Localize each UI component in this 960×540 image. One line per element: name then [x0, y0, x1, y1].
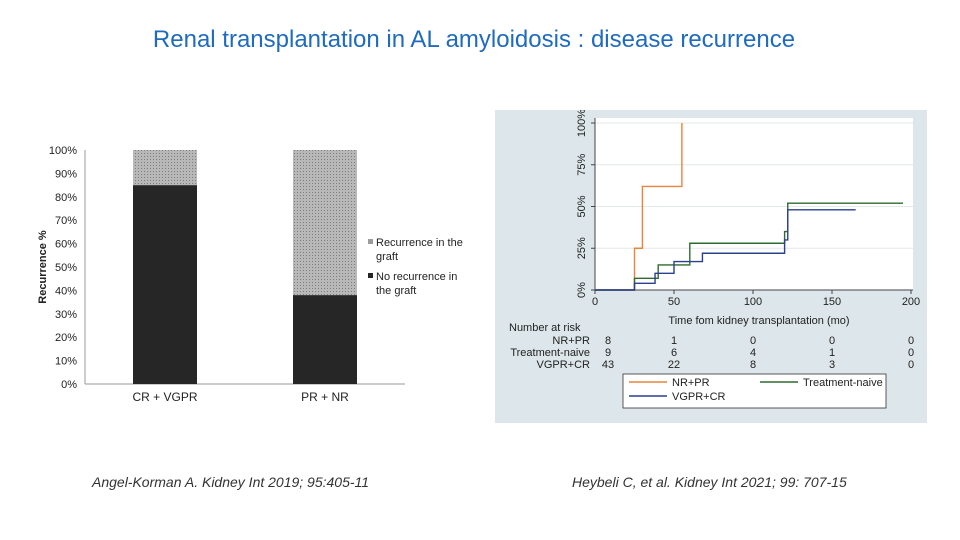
bar-x-tick-label: CR + VGPR [132, 390, 197, 404]
risk-table-value: 0 [908, 347, 914, 359]
km-legend-box [622, 373, 887, 409]
km-series-line [595, 209, 856, 291]
legend-label: VGPR+CR [672, 391, 726, 403]
km-x-axis-label: Time fom kidney transplantation (mo) [668, 315, 849, 327]
risk-table-value: 4 [750, 347, 756, 359]
risk-table-value: 0 [750, 335, 756, 347]
km-x-tick-label: 200 [902, 296, 920, 308]
bar-y-tick-label: 60% [55, 239, 77, 251]
risk-table-label: Treatment-naive [510, 347, 590, 359]
bar-y-tick-label: 40% [55, 285, 77, 297]
risk-table-value: 0 [908, 335, 914, 347]
risk-table-value: 3 [829, 359, 835, 371]
risk-table-value: 22 [668, 359, 680, 371]
bar-segment [133, 185, 197, 384]
slide-title: Renal transplantation in AL amyloidosis … [152, 26, 796, 53]
kaplan-meier-chart: 0%25%50%75%100%0 50 100 150 200 Time fom kid… [495, 110, 927, 423]
risk-table-value: 6 [671, 347, 677, 359]
legend-swatch [368, 273, 373, 278]
bar-y-tick-label: 10% [55, 356, 77, 368]
legend-label: NR+PR [672, 377, 710, 389]
bar-y-tick-label: 80% [55, 192, 77, 204]
bar-segment [133, 150, 197, 186]
risk-table-value: 0 [908, 359, 914, 371]
bar-x-tick-label: PR + NR [301, 390, 349, 404]
risk-table-value: 8 [605, 335, 611, 347]
km-y-tick-label: 0% [576, 282, 588, 298]
risk-table-value: 43 [602, 359, 614, 371]
risk-table-value: 1 [671, 335, 677, 347]
km-y-tick-label: 75% [576, 154, 588, 176]
km-x-tick-label: 100 [744, 296, 762, 308]
bar-y-tick-label: 50% [55, 262, 77, 274]
km-x-tick-label: 150 [823, 296, 841, 308]
km-plot-area [595, 118, 913, 290]
bar-y-tick-label: 100% [49, 145, 77, 157]
km-y-tick-label: 25% [576, 237, 588, 259]
bar-segment [293, 295, 357, 384]
citation-right: Heybeli C, et al. Kidney Int 2021; 99: 7… [572, 474, 847, 490]
bar-y-tick-label: 0% [61, 379, 77, 391]
legend-label: graft [376, 251, 398, 263]
legend-label: Recurrence in the [376, 237, 463, 249]
bar-y-tick-label: 30% [55, 309, 77, 321]
legend-label: No recurrence in [376, 271, 457, 283]
risk-table-label: NR+PR [552, 335, 590, 347]
legend-label: Treatment-naive [803, 377, 883, 389]
bar-segment [293, 150, 357, 296]
km-y-tick-label: 50% [576, 195, 588, 217]
bar-y-tick-label: 90% [55, 168, 77, 180]
bar-y-tick-label: 20% [55, 332, 77, 344]
bar-y-tick-label: 70% [55, 215, 77, 227]
legend-swatch [368, 239, 373, 244]
risk-table-label: VGPR+CR [537, 359, 591, 371]
risk-table-header: Number at risk [509, 322, 581, 334]
risk-table-value: 8 [750, 359, 756, 371]
risk-table-value: 0 [829, 335, 835, 347]
citation-left: Angel-Korman A. Kidney Int 2019; 95:405-… [92, 474, 370, 490]
bar-y-axis-label: Recurrence % [37, 230, 49, 304]
km-y-tick-label: 100% [576, 110, 588, 137]
risk-table-value: 9 [605, 347, 611, 359]
km-x-tick-label: 50 [668, 296, 680, 308]
risk-table-value: 1 [829, 347, 835, 359]
legend-label: the graft [376, 285, 416, 297]
stacked-bar-chart: 0% 10% 20% 30% 40% 50% 60% 70% 80% 90% 100% CR + VG… [37, 145, 463, 404]
km-x-tick-label: 0 [592, 296, 598, 308]
